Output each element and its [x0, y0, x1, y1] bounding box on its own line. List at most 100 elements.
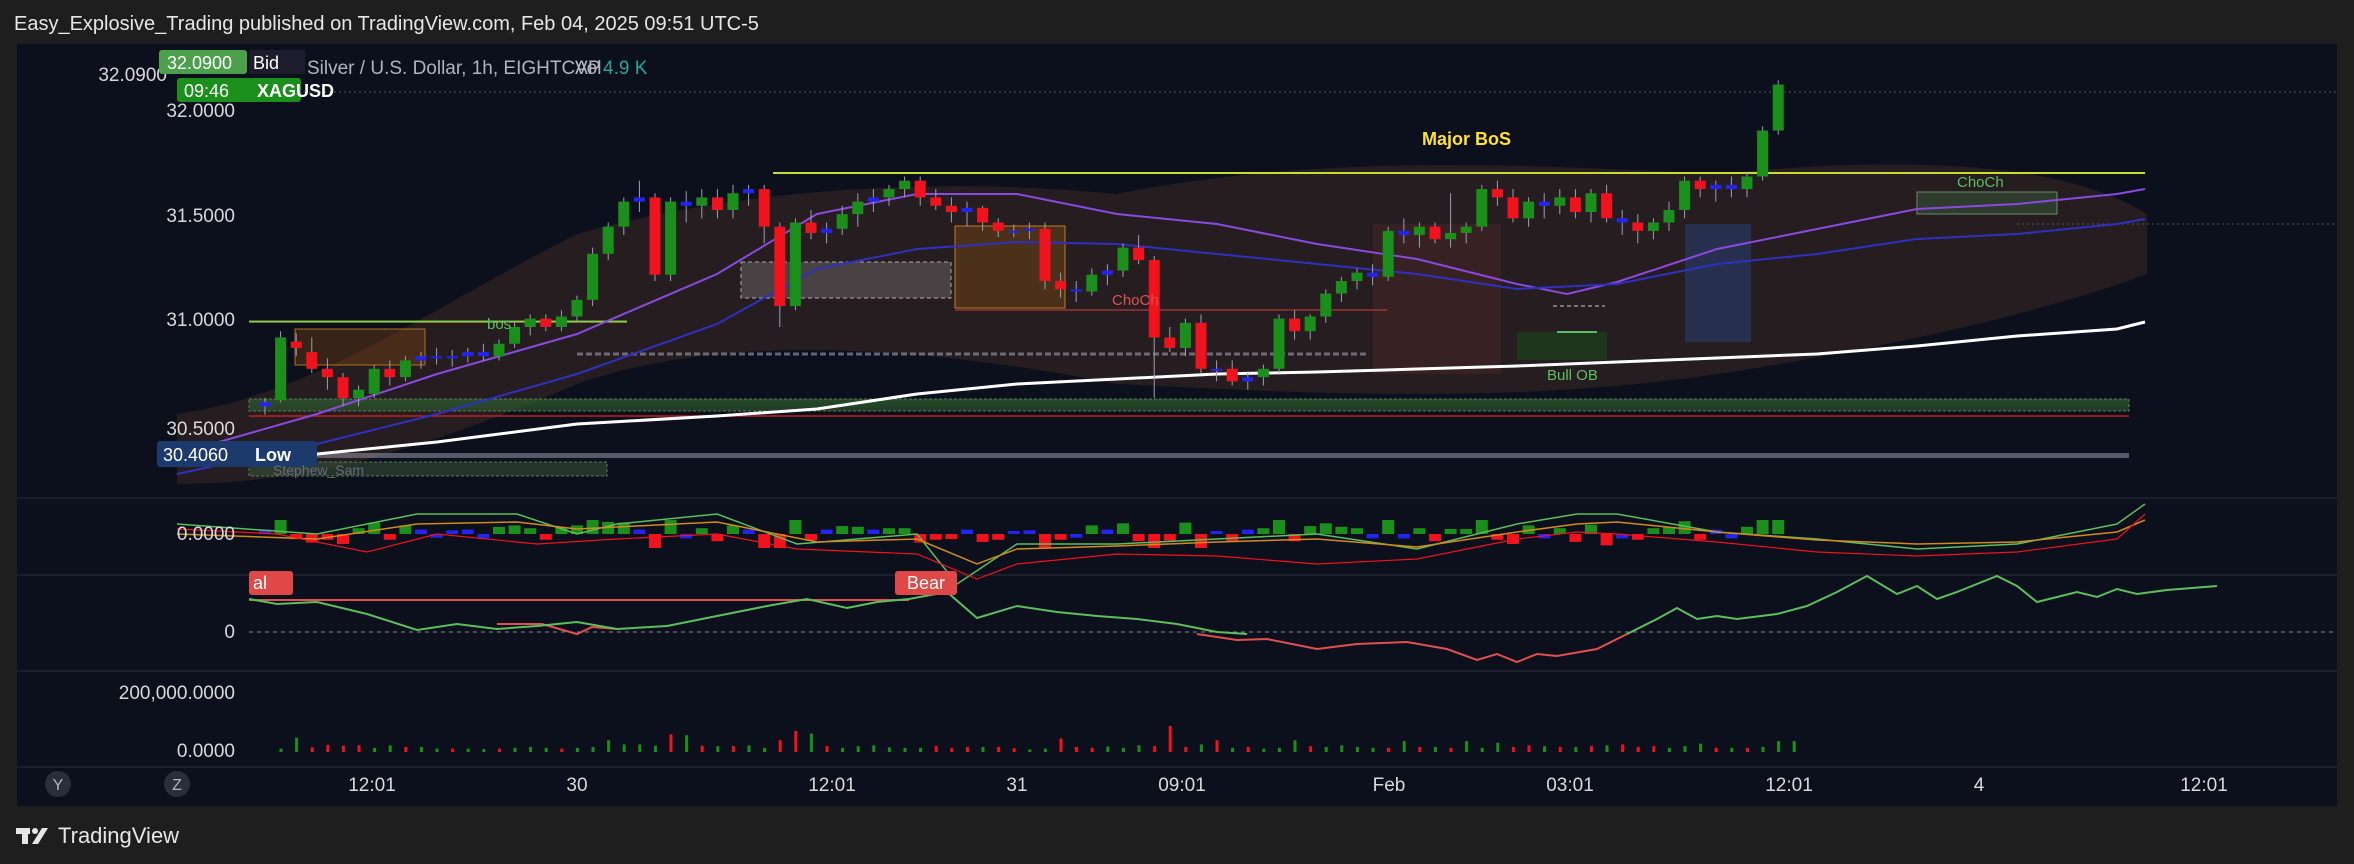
candle — [1491, 189, 1503, 198]
volume-bar — [1699, 743, 1703, 752]
candle — [1148, 260, 1160, 338]
x-tick: 12:01 — [1765, 775, 1813, 796]
macd-bar — [1460, 528, 1473, 534]
candle — [696, 197, 708, 206]
macd-bar — [711, 534, 724, 542]
volume-bar — [1355, 746, 1359, 752]
volume-bar — [1605, 745, 1609, 752]
macd-bar — [976, 534, 989, 542]
volume-bar — [1402, 741, 1406, 752]
macd-bar — [1179, 522, 1192, 534]
macd-bar — [1429, 534, 1441, 542]
bull-ob-label: Bull OB — [1547, 367, 1598, 384]
macd-bar — [695, 528, 708, 534]
macd-bar — [1475, 520, 1488, 534]
tradingview-logo-icon — [16, 828, 48, 844]
symbol-label: XAGUSD — [257, 81, 334, 101]
macd-bar — [1397, 534, 1410, 539]
volume-bar — [841, 747, 845, 752]
vol-label: Vol — [575, 58, 601, 79]
volume-bar — [1059, 738, 1063, 752]
y-tick: 32.0000 — [166, 101, 235, 122]
price-chart[interactable]: 32.0900 32.0000 31.5000 31.0000 30.5000 … — [17, 44, 2337, 806]
candle — [727, 193, 739, 210]
volume-bar — [341, 745, 345, 752]
candle — [1133, 247, 1145, 261]
volume-bar — [1231, 747, 1235, 752]
macd-bar — [1663, 526, 1675, 534]
volume-bar — [1199, 744, 1203, 752]
svg-text:32.0900: 32.0900 — [167, 53, 232, 73]
macd-bar — [773, 534, 786, 548]
volume-bar — [591, 746, 595, 752]
candle — [1382, 230, 1394, 277]
volume-bar — [1745, 747, 1749, 752]
macd-bar — [1413, 528, 1426, 534]
choch-label: ChoCh — [1112, 292, 1159, 309]
candle — [1335, 281, 1347, 294]
candle — [509, 327, 521, 344]
macd-bar — [758, 534, 771, 548]
candle — [1710, 184, 1722, 190]
volume-bar — [1309, 746, 1313, 752]
y-tick: 31.5000 — [166, 206, 235, 227]
macd-bar — [961, 529, 973, 534]
candle — [1616, 218, 1628, 223]
z-button[interactable]: Z — [164, 771, 190, 797]
macd-bar — [555, 527, 568, 534]
annotations: Major BoS ChoCh ChoCh bos Bull OB Stephe… — [249, 129, 2004, 595]
macd-zero-label: 0.0000 — [177, 524, 235, 545]
macd-bar — [836, 526, 849, 534]
volume-bar — [1558, 746, 1562, 752]
candle — [1086, 274, 1098, 292]
vol-value: 4.9 K — [603, 58, 648, 79]
macd-bar — [1444, 528, 1457, 534]
macd-bar — [1491, 534, 1504, 540]
candle — [1179, 322, 1191, 348]
macd-signal-lines — [176, 503, 2146, 586]
volume-bar — [560, 748, 564, 752]
macd-bar — [851, 526, 864, 534]
volume-bar — [1496, 742, 1500, 752]
low-zone — [249, 453, 2129, 458]
candle — [1351, 272, 1363, 282]
volume-bar — [1511, 746, 1515, 752]
macd-bar — [789, 520, 802, 534]
macd-bar — [1257, 528, 1270, 534]
volume-bar — [310, 747, 314, 752]
candle — [1070, 289, 1082, 292]
candle — [711, 197, 723, 210]
tradingview-footer[interactable]: TradingView — [16, 818, 179, 854]
x-tick: Feb — [1373, 775, 1406, 796]
oscillator-pane — [248, 574, 2337, 664]
candle — [1569, 197, 1581, 213]
volume-bar — [1324, 746, 1328, 752]
macd-bar — [1507, 534, 1519, 544]
volume-bar — [419, 746, 423, 752]
candle — [1226, 368, 1238, 382]
candle — [1663, 209, 1675, 223]
volume-bar — [1153, 746, 1157, 752]
volume-bar — [1636, 746, 1640, 752]
volume-bar — [747, 745, 751, 752]
candle — [1429, 226, 1441, 240]
macd-bar — [461, 529, 474, 534]
macd-bar — [742, 529, 755, 534]
low-label: Low — [255, 445, 292, 465]
volume-bar — [1449, 747, 1453, 752]
volume-bar — [1106, 746, 1110, 752]
candle — [852, 201, 864, 215]
y-button[interactable]: Y — [45, 771, 71, 797]
macd-bar — [1585, 524, 1597, 534]
candle — [1601, 193, 1613, 219]
bid-label: Bid — [253, 53, 279, 73]
time-axis: 12:01 30 12:01 31 09:01 Feb 03:01 12:01 … — [348, 775, 2228, 796]
candle — [680, 201, 692, 206]
volume-bar — [1012, 748, 1016, 752]
candle — [1398, 230, 1410, 236]
volume-bar — [607, 740, 611, 752]
volume-bar — [1621, 744, 1625, 752]
volume-bar — [1028, 749, 1032, 752]
macd-bar — [664, 520, 677, 534]
macd-bar — [1553, 528, 1566, 534]
